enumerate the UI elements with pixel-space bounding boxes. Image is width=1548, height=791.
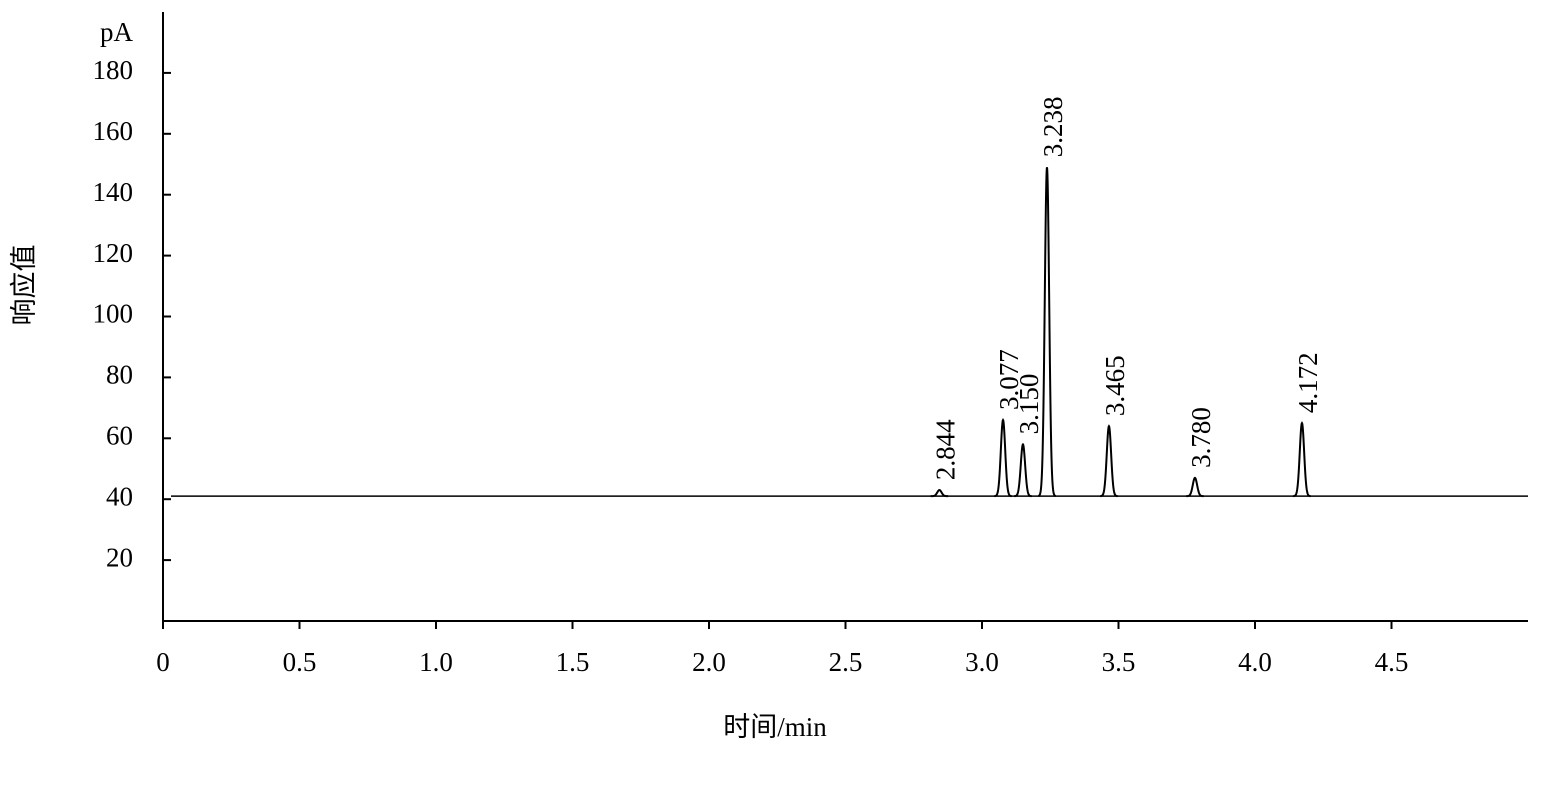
x-tick-label: 2.0: [692, 647, 726, 677]
y-tick-label: 140: [93, 177, 134, 207]
peak: [1293, 421, 1311, 498]
peak: [1038, 167, 1056, 498]
x-tick-label: 3.0: [965, 647, 999, 677]
x-tick-label: 4.5: [1375, 647, 1409, 677]
peak-label: 2.844: [931, 419, 961, 480]
y-tick-label: 40: [106, 481, 133, 511]
peak: [994, 418, 1012, 498]
x-axis-label: 时间/min: [723, 712, 827, 742]
x-tick-label: 4.0: [1238, 647, 1272, 677]
peak-label: 3.238: [1038, 97, 1068, 158]
peak-label: 3.465: [1100, 355, 1130, 416]
y-tick-label: 100: [93, 299, 134, 329]
y-tick-label: 120: [93, 238, 134, 268]
x-tick-label: 0.5: [283, 647, 317, 677]
peak: [1014, 442, 1032, 498]
peak-label: 3.077: [994, 349, 1024, 410]
peak-label: 4.172: [1293, 352, 1323, 413]
y-axis-label: 响应值: [9, 245, 39, 326]
peak-label: 3.150: [1014, 374, 1044, 435]
x-tick-label: 0: [156, 647, 170, 677]
x-tick-label: 1.0: [419, 647, 453, 677]
y-tick-label: 20: [106, 542, 133, 572]
y-unit: pA: [100, 17, 134, 47]
x-tick-label: 2.5: [829, 647, 863, 677]
y-tick-label: 80: [106, 360, 133, 390]
y-tick-label: 160: [93, 116, 134, 146]
peak: [1100, 424, 1118, 498]
y-tick-label: 60: [106, 421, 133, 451]
x-tick-label: 1.5: [556, 647, 590, 677]
peak-label: 3.780: [1186, 407, 1216, 468]
peak: [930, 489, 949, 498]
y-tick-label: 180: [93, 55, 134, 85]
peak: [1186, 476, 1204, 498]
x-tick-label: 3.5: [1102, 647, 1136, 677]
